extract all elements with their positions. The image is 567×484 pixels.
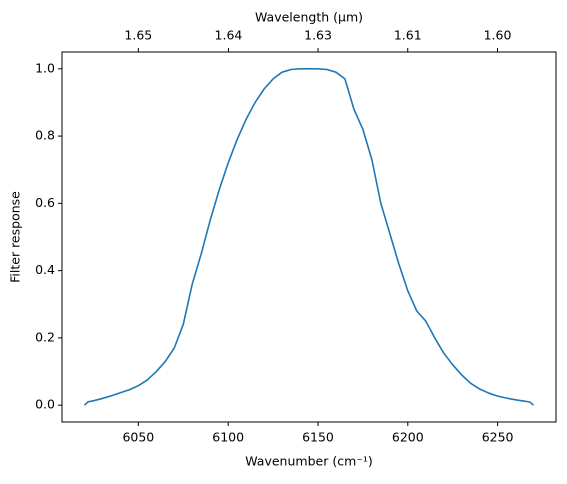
x2-tick-label: 1.61 <box>394 28 422 43</box>
y-axis-label: Filter response <box>8 191 23 283</box>
x2-tick-label: 1.65 <box>124 28 152 43</box>
x2-tick-label: 1.63 <box>304 28 332 43</box>
x-tick-label: 6100 <box>212 430 244 445</box>
data-line <box>83 68 535 406</box>
x-tick-label: 6200 <box>392 430 424 445</box>
y-tick-label: 0.2 <box>35 329 55 344</box>
y-tick-label: 0.4 <box>35 262 55 277</box>
y-tick-label: 1.0 <box>35 60 55 75</box>
x-tick-label: 6150 <box>302 430 334 445</box>
x2-tick-label: 1.60 <box>484 28 512 43</box>
x-tick-label: 6250 <box>482 430 514 445</box>
x-axis-label: Wavenumber (cm⁻¹) <box>245 454 372 469</box>
x2-tick-label: 1.64 <box>215 28 243 43</box>
plot-frame <box>61 51 557 423</box>
y-tick-label: 0.6 <box>35 195 55 210</box>
x-tick-label: 6050 <box>122 430 154 445</box>
x2-axis-label: Wavelength (μm) <box>255 10 363 25</box>
y-tick-label: 0.0 <box>35 397 55 412</box>
y-tick-label: 0.8 <box>35 128 55 143</box>
